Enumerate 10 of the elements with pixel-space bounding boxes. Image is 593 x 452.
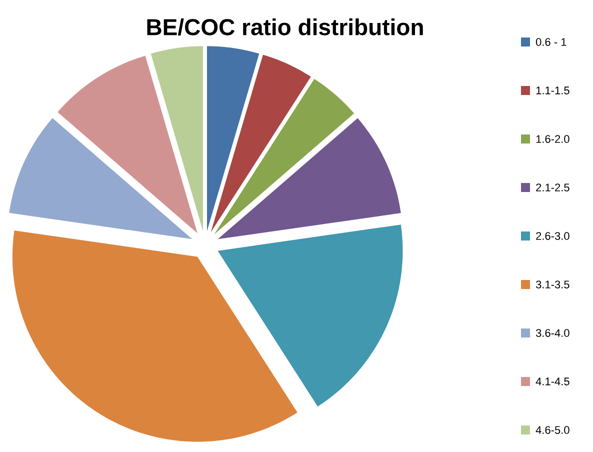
- legend-label: 3.6-4.0: [536, 329, 570, 337]
- legend-label: 1.6-2.0: [536, 135, 570, 143]
- legend-label: 3.1-3.5: [536, 280, 570, 288]
- legend-label: 4.6-5.0: [536, 426, 570, 434]
- legend-label: 4.1-4.5: [536, 378, 570, 386]
- legend-label: 1.1-1.5: [536, 86, 570, 94]
- legend-label: 2.6-3.0: [536, 232, 570, 240]
- legend-label: 2.1-2.5: [536, 184, 570, 192]
- chart-title: BE/COC ratio distribution: [147, 18, 423, 36]
- legend-label: 0.6 - 1: [536, 38, 566, 46]
